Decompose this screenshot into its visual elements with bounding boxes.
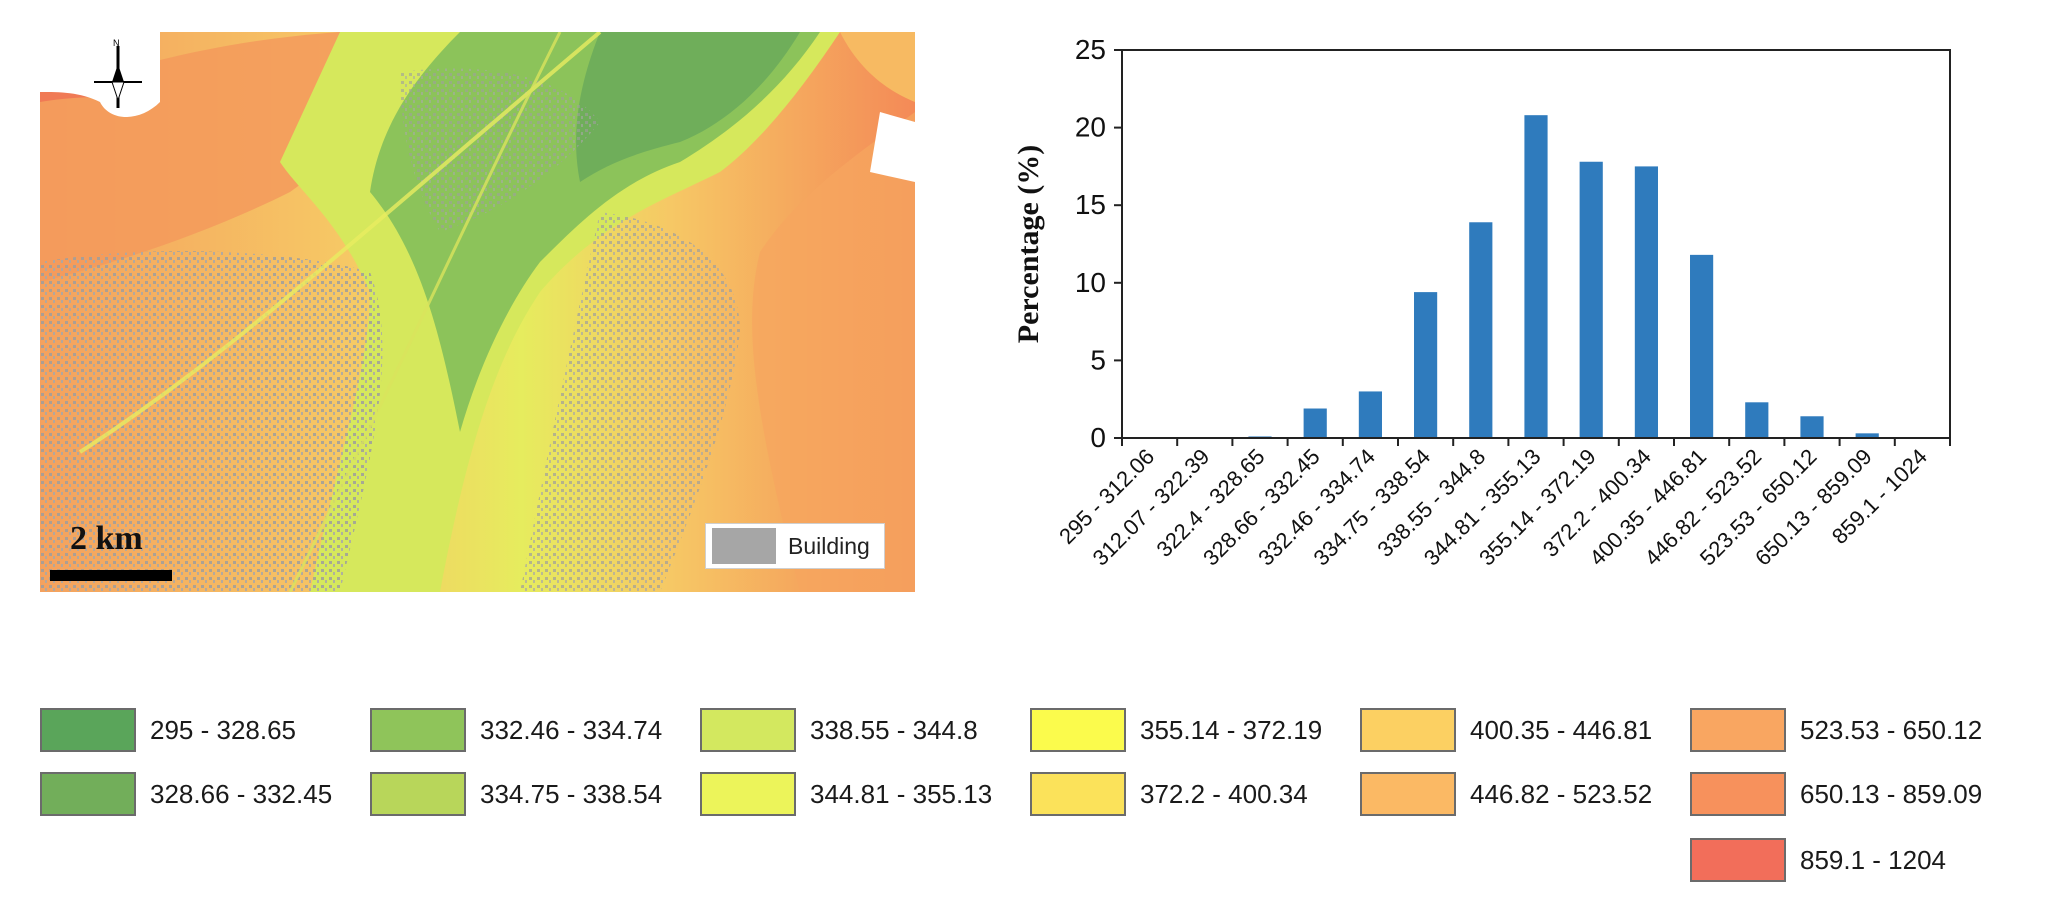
legend-item: 446.82 - 523.52 (1360, 772, 1652, 816)
bar (1524, 115, 1548, 439)
scalebar-bar (50, 570, 172, 581)
legend-swatch (1690, 772, 1786, 816)
y-tick-label: 5 (1090, 344, 1106, 375)
legend-label: 344.81 - 355.13 (810, 778, 993, 809)
scalebar-label: 2 km (70, 520, 143, 557)
legend-swatch (700, 708, 796, 752)
bar (1855, 433, 1879, 438)
legend-label: 400.35 - 446.81 (1470, 714, 1653, 745)
bar (1690, 254, 1714, 438)
y-tick-label: 0 (1090, 422, 1106, 453)
y-tick-label: 20 (1075, 112, 1106, 143)
legend-swatch (40, 708, 136, 752)
legend-item: 355.14 - 372.19 (1030, 708, 1322, 752)
plot-frame (1121, 49, 1951, 439)
y-tick-label: 15 (1075, 189, 1106, 220)
elevation-map (40, 32, 915, 592)
legend-item: 328.66 - 332.45 (40, 772, 332, 816)
building-swatch (712, 528, 776, 564)
y-axis-label: Percentage (%) (1012, 145, 1045, 344)
bar (1303, 408, 1327, 438)
legend-item: 372.2 - 400.34 (1030, 772, 1308, 816)
legend-label: 328.66 - 332.45 (150, 778, 333, 809)
y-tick-label: 10 (1075, 267, 1106, 298)
legend-label: 332.46 - 334.74 (480, 714, 663, 745)
bar (1579, 161, 1603, 438)
legend-item: 344.81 - 355.13 (700, 772, 992, 816)
legend-item: 295 - 328.65 (40, 708, 296, 752)
legend-item: 400.35 - 446.81 (1360, 708, 1652, 752)
bar (1800, 416, 1824, 438)
legend-label: 372.2 - 400.34 (1140, 778, 1308, 809)
legend-swatch (1360, 772, 1456, 816)
north-arrow-icon: N (88, 36, 148, 116)
legend-item: 332.46 - 334.74 (370, 708, 662, 752)
bar (1745, 402, 1769, 438)
legend-label: 295 - 328.65 (150, 714, 297, 745)
legend-swatch (1690, 708, 1786, 752)
bar (1358, 391, 1382, 438)
elevation-map-image (40, 32, 915, 592)
legend-item: 859.1 - 1204 (1690, 838, 1946, 882)
legend-label: 334.75 - 338.54 (480, 778, 663, 809)
legend-swatch (40, 772, 136, 816)
building-legend-label: Building (788, 532, 870, 559)
bar (1414, 292, 1438, 438)
legend-label: 338.55 - 344.8 (810, 714, 978, 745)
legend-swatch (700, 772, 796, 816)
legend-label: 523.53 - 650.12 (1800, 714, 1983, 745)
elevation-legend: 295 - 328.65 328.66 - 332.45 332.46 - 334.… (40, 708, 2060, 908)
legend-swatch (1030, 772, 1126, 816)
legend-label: 446.82 - 523.52 (1470, 778, 1653, 809)
legend-swatch (1360, 708, 1456, 752)
legend-label: 650.13 - 859.09 (1800, 778, 1983, 809)
legend-label: 355.14 - 372.19 (1140, 714, 1323, 745)
bar (1634, 166, 1658, 438)
legend-swatch (370, 708, 466, 752)
y-tick-label: 25 (1075, 34, 1106, 65)
legend-label: 859.1 - 1204 (1800, 844, 1947, 875)
legend-item: 338.55 - 344.8 (700, 708, 978, 752)
legend-swatch (370, 772, 466, 816)
legend-item: 334.75 - 338.54 (370, 772, 662, 816)
bar (1469, 222, 1493, 438)
legend-swatch (1030, 708, 1126, 752)
histogram-chart: 0 5 10 15 20 25 295 - 312.06 312.07 - 322.39 32… (1000, 20, 1980, 620)
svg-text:N: N (113, 38, 120, 48)
legend-item: 523.53 - 650.12 (1690, 708, 1982, 752)
legend-item: 650.13 - 859.09 (1690, 772, 1982, 816)
building-legend: Building (705, 523, 885, 569)
legend-swatch (1690, 838, 1786, 882)
